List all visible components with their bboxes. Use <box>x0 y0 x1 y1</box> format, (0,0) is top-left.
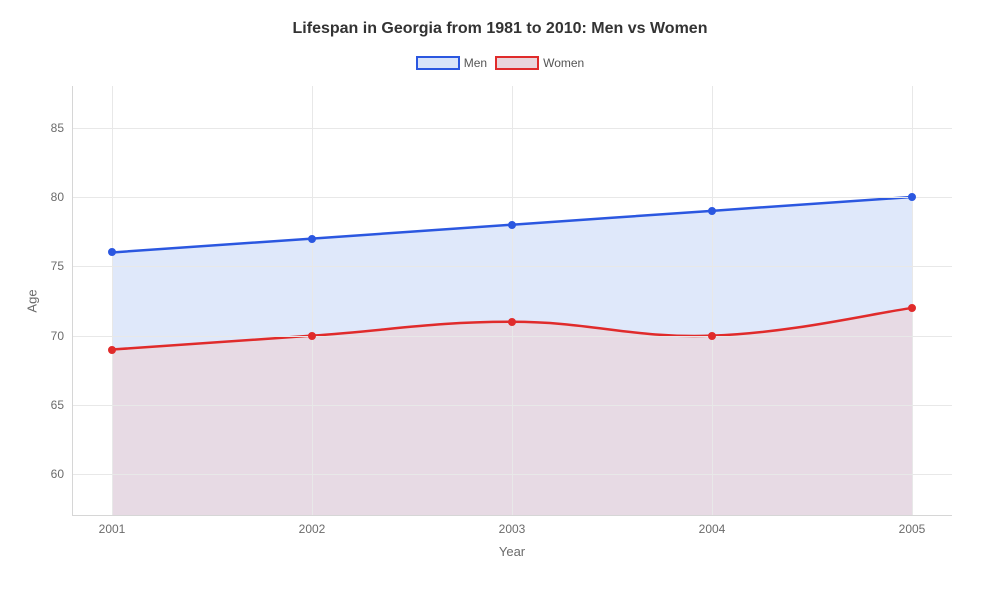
y-tick-label: 60 <box>51 467 64 481</box>
x-tick-label: 2005 <box>899 522 926 536</box>
grid-line-horizontal <box>72 128 952 129</box>
series-marker <box>108 248 116 256</box>
legend-item: Men <box>416 56 487 70</box>
x-tick-label: 2003 <box>499 522 526 536</box>
x-axis-line <box>72 515 952 516</box>
plot-area: 20012002200320042005606570758085YearAge <box>72 86 952 516</box>
y-tick-label: 85 <box>51 121 64 135</box>
series-marker <box>708 207 716 215</box>
series-marker <box>308 332 316 340</box>
chart-container: Lifespan in Georgia from 1981 to 2010: M… <box>0 0 1000 600</box>
y-axis-line <box>72 86 73 516</box>
grid-line-horizontal <box>72 197 952 198</box>
y-axis-title: Age <box>25 289 40 312</box>
grid-line-vertical <box>312 86 313 516</box>
x-tick-label: 2002 <box>299 522 326 536</box>
x-tick-label: 2004 <box>699 522 726 536</box>
series-marker <box>508 221 516 229</box>
series-marker <box>308 235 316 243</box>
legend-label: Women <box>543 56 584 70</box>
grid-line-vertical <box>512 86 513 516</box>
y-tick-label: 75 <box>51 259 64 273</box>
y-tick-label: 70 <box>51 329 64 343</box>
series-marker <box>108 346 116 354</box>
series-marker <box>908 304 916 312</box>
grid-line-horizontal <box>72 336 952 337</box>
legend-label: Men <box>464 56 487 70</box>
grid-line-vertical <box>112 86 113 516</box>
chart-title: Lifespan in Georgia from 1981 to 2010: M… <box>0 20 1000 38</box>
grid-line-vertical <box>912 86 913 516</box>
series-marker <box>908 193 916 201</box>
x-axis-title: Year <box>499 544 525 559</box>
legend-swatch <box>495 56 539 70</box>
legend-swatch <box>416 56 460 70</box>
legend-item: Women <box>495 56 584 70</box>
series-marker <box>708 332 716 340</box>
grid-line-horizontal <box>72 266 952 267</box>
x-tick-label: 2001 <box>99 522 126 536</box>
y-tick-label: 80 <box>51 190 64 204</box>
grid-line-horizontal <box>72 474 952 475</box>
grid-line-vertical <box>712 86 713 516</box>
legend: Men Women <box>0 56 1000 70</box>
grid-line-horizontal <box>72 405 952 406</box>
y-tick-label: 65 <box>51 398 64 412</box>
series-marker <box>508 318 516 326</box>
